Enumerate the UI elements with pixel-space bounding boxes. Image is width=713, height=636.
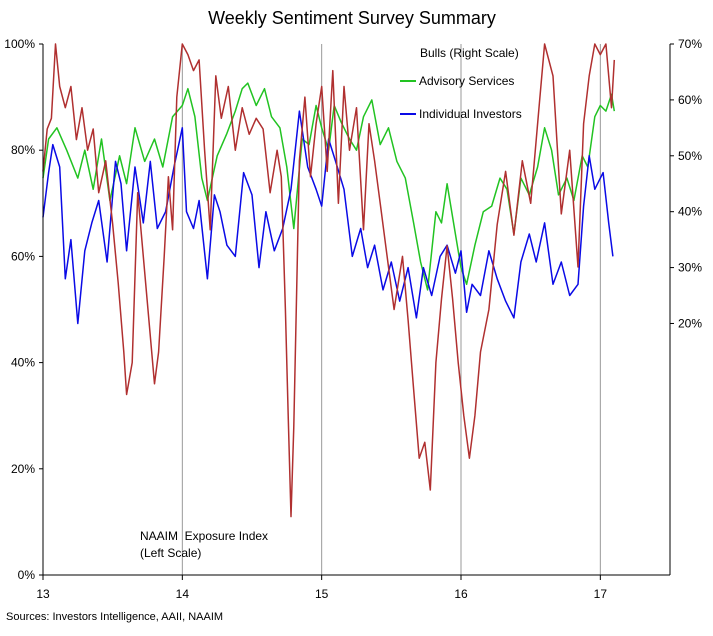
x-tick-label-4: 17: [594, 587, 608, 601]
naaim-annotation-line1: NAAIM Exposure Index: [140, 529, 268, 543]
naaim-annotation-line2: (Left Scale): [140, 546, 201, 560]
legend-label-advisory: Advisory Services: [419, 74, 514, 88]
chart-title: Weekly Sentiment Survey Summary: [208, 8, 496, 28]
right-tick-label-3: 50%: [678, 149, 702, 163]
x-tick-label-0: 13: [36, 587, 50, 601]
x-axis-ticks: 13 14 15 16 17: [36, 575, 607, 601]
left-tick-label-4: 80%: [11, 143, 35, 157]
series-line-individual-investors: [42, 110, 614, 325]
left-tick-label-3: 60%: [11, 249, 35, 263]
right-tick-label-2: 40%: [678, 205, 702, 219]
series-layer: [42, 43, 616, 518]
left-tick-label-1: 20%: [11, 462, 35, 476]
right-axis-ticks: 20% 30% 40% 50% 60% 70%: [670, 37, 702, 330]
series-line-naaim-exposure-index: [42, 43, 616, 518]
right-tick-label-4: 60%: [678, 93, 702, 107]
chart-source: Sources: Investors Intelligence, AAII, N…: [6, 611, 223, 623]
left-tick-label-2: 40%: [11, 356, 35, 370]
left-tick-label-5: 100%: [4, 37, 35, 51]
series-line-advisory-services: [42, 82, 616, 291]
x-tick-label-3: 16: [454, 587, 468, 601]
x-tick-label-1: 14: [176, 587, 190, 601]
right-tick-label-0: 20%: [678, 316, 702, 330]
legend-label-individual: Individual Investors: [419, 107, 522, 121]
left-axis-ticks: 0% 20% 40% 60% 80% 100%: [4, 37, 43, 582]
legend: Bulls (Right Scale) Advisory Services In…: [400, 46, 522, 121]
left-tick-label-0: 0%: [18, 568, 36, 582]
x-tick-label-2: 15: [315, 587, 329, 601]
axes: [42, 44, 671, 576]
right-tick-label-5: 70%: [678, 37, 702, 51]
vertical-gridlines: [181, 44, 601, 575]
right-tick-label-1: 30%: [678, 261, 702, 275]
legend-title: Bulls (Right Scale): [420, 46, 519, 60]
naaim-annotation: NAAIM Exposure Index (Left Scale): [140, 529, 268, 560]
